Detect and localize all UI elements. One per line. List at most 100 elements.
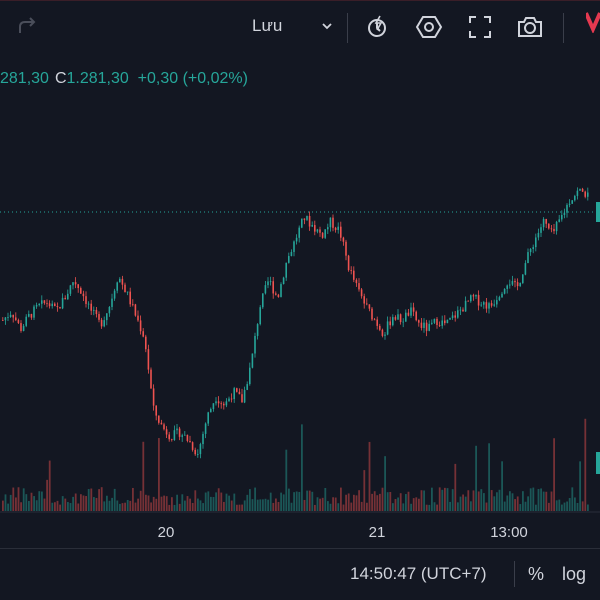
volume-bar xyxy=(77,503,80,511)
volume-bar xyxy=(12,487,15,511)
volume-bar xyxy=(397,497,399,511)
volume-bar xyxy=(545,491,548,511)
volume-bar xyxy=(103,501,106,511)
candle-body xyxy=(316,229,319,232)
candle-body xyxy=(332,217,334,228)
candle-body xyxy=(524,263,527,275)
volume-bar xyxy=(17,487,20,511)
volume-bar xyxy=(82,495,85,511)
volume-bar xyxy=(7,503,9,511)
log-scale-button[interactable]: log xyxy=(562,564,587,584)
volume-bar xyxy=(150,502,152,511)
volume-bar xyxy=(498,489,501,511)
candle-body xyxy=(246,384,248,390)
volume-bar xyxy=(64,498,67,511)
clock-display[interactable]: 14:50:47 (UTC+7) xyxy=(350,564,487,583)
volume-bar xyxy=(527,496,529,511)
volume-bar xyxy=(350,502,353,511)
candle-body xyxy=(126,291,129,293)
candle-body xyxy=(457,310,459,318)
candle-body xyxy=(319,229,321,233)
volume-bar xyxy=(181,494,184,511)
candle-body xyxy=(171,439,173,441)
volume-bar xyxy=(420,490,423,511)
volume-bar xyxy=(475,445,477,511)
volume-bar xyxy=(457,502,459,511)
volume-bar xyxy=(353,494,355,511)
volume-bar xyxy=(100,487,103,511)
volume-bar xyxy=(558,499,561,511)
volume-bars xyxy=(2,418,589,511)
candle-body xyxy=(90,303,92,311)
candle-body xyxy=(321,232,324,238)
candle-body xyxy=(516,282,519,287)
volume-bar xyxy=(189,498,191,511)
top-toolbar: Lưu xyxy=(0,0,600,52)
candle-body xyxy=(558,219,560,222)
volume-bar xyxy=(28,500,30,511)
redo-arrow-icon[interactable] xyxy=(14,13,40,39)
candle-body xyxy=(451,315,454,319)
volume-bar xyxy=(129,500,132,511)
candle-body xyxy=(275,293,277,295)
candle-body xyxy=(67,293,69,300)
candle-body xyxy=(496,300,498,305)
volume-bar xyxy=(449,501,451,511)
volume-bar xyxy=(272,502,275,511)
legend-partial-value: 281,30 xyxy=(0,70,49,87)
candle-body xyxy=(249,367,251,385)
bottom-bar: 14:50:47 (UTC+7) % log xyxy=(0,548,600,600)
volume-bar xyxy=(228,495,230,511)
toolbar-divider xyxy=(347,13,348,43)
volume-bar xyxy=(334,497,337,511)
candle-body xyxy=(308,216,311,227)
volume-bar xyxy=(108,500,111,511)
candle-body xyxy=(327,227,329,230)
candle-body xyxy=(106,313,108,321)
volume-bar xyxy=(553,438,555,511)
candle-body xyxy=(428,323,430,331)
volume-bar xyxy=(587,504,589,511)
price-chart[interactable]: 20 21 13:00 xyxy=(0,0,600,548)
candle-body xyxy=(384,334,386,336)
volume-bar xyxy=(363,470,366,511)
volume-bar xyxy=(165,496,168,511)
volume-bar xyxy=(184,500,186,511)
fullscreen-icon[interactable] xyxy=(466,13,494,41)
volume-bar xyxy=(366,502,368,511)
candle-body xyxy=(353,270,355,280)
save-layout-button[interactable]: Lưu xyxy=(252,16,283,35)
candle-body xyxy=(444,320,446,324)
volume-bar xyxy=(540,488,542,511)
volume-bar xyxy=(563,502,566,511)
candle-body xyxy=(394,317,397,320)
volume-bar xyxy=(46,479,48,511)
volume-bar xyxy=(142,441,145,511)
candle-body xyxy=(399,314,402,323)
chevron-down-icon[interactable] xyxy=(320,19,334,33)
volume-bar xyxy=(173,504,176,511)
candle-body xyxy=(566,204,568,213)
candle-body xyxy=(475,294,477,297)
candle-body xyxy=(405,312,407,322)
candle-body xyxy=(160,422,163,425)
camera-icon[interactable] xyxy=(516,13,544,41)
candle-body xyxy=(501,293,503,298)
candle-body xyxy=(314,225,316,232)
volume-bar xyxy=(160,496,163,511)
candle-body xyxy=(220,403,222,405)
volume-bar xyxy=(54,502,56,511)
settings-hexagon-icon[interactable] xyxy=(415,13,443,41)
candle-body xyxy=(191,442,194,450)
volume-bar xyxy=(576,502,579,511)
volume-bar xyxy=(254,487,256,511)
alert-clock-icon[interactable] xyxy=(364,13,392,41)
volume-bar xyxy=(386,492,389,511)
volume-bar xyxy=(2,500,4,511)
percent-scale-button[interactable]: % xyxy=(528,564,545,584)
volume-bar xyxy=(168,504,171,511)
candle-body xyxy=(563,212,566,216)
volume-bar xyxy=(311,491,314,511)
legend-change: +0,30 (+0,02%) xyxy=(137,70,248,87)
candle-body xyxy=(72,282,74,286)
